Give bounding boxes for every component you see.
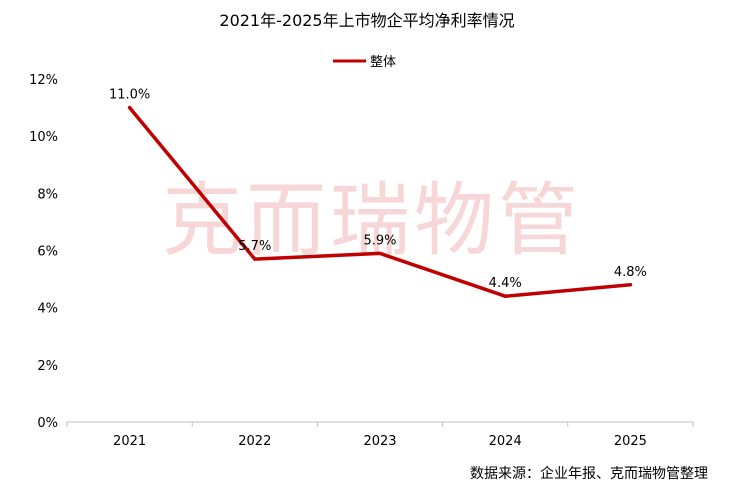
x-tick-label: 2024 — [489, 434, 522, 449]
y-tick-label: 6% — [37, 245, 58, 260]
plot-area: 11.0% 5.7% 5.9% 4.4% 4.8% — [109, 88, 647, 298]
y-tick-label: 0% — [37, 416, 58, 431]
source-note: 数据来源：企业年报、克而瑞物管整理 — [470, 465, 708, 482]
x-tick-label: 2021 — [113, 434, 146, 449]
data-point — [628, 283, 632, 287]
data-point — [503, 294, 507, 298]
x-tick-label: 2023 — [363, 434, 396, 449]
data-label: 5.7% — [238, 239, 271, 254]
data-label: 4.8% — [614, 265, 647, 280]
y-axis: 0% 2% 4% 6% 8% 10% 12% — [29, 73, 58, 431]
x-tick-label: 2025 — [614, 434, 647, 449]
data-point — [253, 257, 257, 261]
legend: 整体 — [333, 55, 396, 70]
data-point — [378, 251, 382, 255]
data-label: 4.4% — [489, 276, 522, 291]
y-tick-label: 2% — [37, 359, 58, 374]
watermark: 克而瑞物管 — [162, 174, 582, 267]
chart-title: 2021年-2025年上市物企平均净利率情况 — [219, 11, 514, 30]
data-label: 11.0% — [109, 88, 150, 103]
y-tick-label: 12% — [29, 73, 58, 88]
y-tick-label: 8% — [37, 187, 58, 202]
legend-label: 整体 — [370, 55, 396, 70]
x-axis: 2021 2022 2023 2024 2025 — [66, 421, 694, 449]
data-point — [128, 106, 132, 110]
y-tick-label: 10% — [29, 130, 58, 145]
x-tick-label: 2022 — [238, 434, 271, 449]
y-tick-label: 4% — [37, 302, 58, 317]
data-label: 5.9% — [363, 233, 396, 248]
